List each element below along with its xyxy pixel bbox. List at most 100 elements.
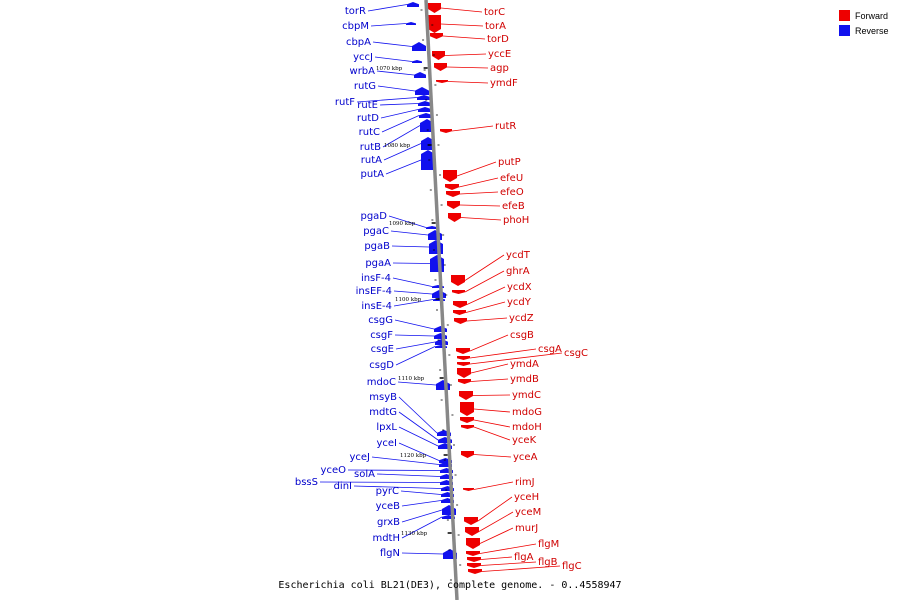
gene-feature-rutb[interactable]	[420, 119, 434, 132]
gene-label-efeu[interactable]: efeU	[500, 173, 523, 184]
gene-label-ycem[interactable]: yceM	[515, 507, 541, 518]
gene-label-rimj[interactable]: rimJ	[515, 477, 535, 488]
gene-label-cbpm[interactable]: cbpM	[342, 21, 369, 32]
gene-label-ycdx[interactable]: ycdX	[507, 282, 532, 293]
gene-label-csgb[interactable]: csgB	[510, 330, 534, 341]
gene-label-csgd[interactable]: csgD	[369, 360, 394, 371]
gene-label-pyrc[interactable]: pyrC	[376, 486, 399, 497]
gene-label-pgab[interactable]: pgaB	[364, 241, 390, 252]
gene-feature-cbpa[interactable]	[412, 42, 426, 51]
gene-label-msyb[interactable]: msyB	[369, 392, 397, 403]
gene-feature-flgm[interactable]	[466, 551, 480, 556]
gene-feature-rutd[interactable]	[418, 107, 432, 112]
gene-label-flgb[interactable]: flgB	[538, 557, 558, 568]
gene-feature-efeu[interactable]	[445, 184, 459, 190]
gene-feature-csgb[interactable]	[456, 348, 470, 354]
gene-label-sola[interactable]: solA	[354, 469, 375, 480]
gene-label-agp[interactable]: agp	[490, 63, 509, 74]
gene-feature-tora[interactable]	[428, 15, 441, 33]
gene-label-pgad[interactable]: pgaD	[360, 211, 387, 222]
gene-feature-csge[interactable]	[435, 339, 448, 345]
gene-label-inse-4[interactable]: insE-4	[361, 301, 392, 312]
gene-feature-pgad[interactable]	[426, 226, 438, 229]
gene-label-torr[interactable]: torR	[345, 6, 366, 17]
gene-label-pgac[interactable]: pgaC	[363, 226, 389, 237]
gene-feature-agp[interactable]	[434, 63, 447, 71]
gene-feature-rutf[interactable]	[417, 95, 431, 100]
gene-label-efeo[interactable]: efeO	[500, 187, 524, 198]
gene-feature-puta[interactable]	[421, 150, 435, 170]
gene-label-ymda[interactable]: ymdA	[510, 359, 539, 370]
gene-label-ycei[interactable]: yceI	[376, 438, 397, 449]
gene-feature-ycea[interactable]	[461, 451, 474, 458]
gene-feature-mdoh[interactable]	[460, 417, 474, 423]
gene-label-ycea[interactable]: yceA	[513, 452, 538, 463]
gene-feature-ycem[interactable]	[465, 527, 479, 536]
gene-feature-ymdf[interactable]	[436, 80, 448, 83]
gene-feature-csgc[interactable]	[457, 362, 470, 366]
gene-feature-ycdx[interactable]	[453, 301, 467, 308]
gene-feature-torc[interactable]	[428, 3, 441, 13]
gene-feature-ycdt[interactable]	[451, 275, 465, 286]
gene-label-dini[interactable]: dinI	[334, 481, 352, 492]
gene-feature-pgaa[interactable]	[430, 255, 444, 272]
gene-feature-phoh[interactable]	[448, 213, 461, 222]
gene-label-lpxl[interactable]: lpxL	[376, 422, 397, 433]
gene-feature-flga[interactable]	[467, 557, 481, 562]
gene-label-rutg[interactable]: rutG	[354, 81, 376, 92]
gene-label-cbpa[interactable]: cbpA	[346, 37, 371, 48]
gene-label-ycek[interactable]: yceK	[512, 435, 537, 446]
gene-label-insf-4[interactable]: insF-4	[361, 273, 391, 284]
gene-label-yceb[interactable]: yceB	[376, 501, 401, 512]
gene-feature-ycdy[interactable]	[453, 310, 466, 315]
gene-label-torc[interactable]: torC	[484, 7, 505, 18]
gene-label-puta[interactable]: putA	[361, 169, 385, 180]
gene-feature-efeo[interactable]	[446, 191, 460, 197]
gene-label-tord[interactable]: torD	[487, 34, 509, 45]
gene-feature-rutg[interactable]	[415, 87, 429, 95]
gene-label-mdoc[interactable]: mdoC	[367, 377, 396, 388]
gene-label-insef-4[interactable]: insEF-4	[356, 286, 392, 297]
gene-feature-torr[interactable]	[407, 2, 419, 7]
gene-label-csge[interactable]: csgE	[371, 344, 394, 355]
gene-feature-ymda[interactable]	[457, 368, 471, 378]
gene-feature-csgg[interactable]	[434, 326, 447, 332]
gene-label-pgaa[interactable]: pgaA	[365, 258, 391, 269]
gene-feature-mdog[interactable]	[460, 402, 474, 416]
gene-feature-insef-4[interactable]	[432, 290, 446, 298]
gene-label-tora[interactable]: torA	[485, 21, 506, 32]
gene-label-efeb[interactable]: efeB	[502, 201, 525, 212]
gene-label-ycdy[interactable]: ycdY	[507, 297, 532, 308]
gene-label-ghra[interactable]: ghrA	[506, 266, 530, 277]
gene-label-rutb[interactable]: rutB	[360, 142, 381, 153]
gene-label-ymdf[interactable]: ymdF	[490, 78, 518, 89]
gene-label-yceh[interactable]: yceH	[514, 492, 539, 503]
gene-feature-ymdc[interactable]	[459, 391, 473, 400]
gene-label-ycdt[interactable]: ycdT	[506, 250, 531, 261]
gene-label-wrba[interactable]: wrbA	[350, 66, 376, 77]
gene-label-rutc[interactable]: rutC	[359, 127, 380, 138]
gene-label-putp[interactable]: putP	[498, 157, 521, 168]
gene-label-grxb[interactable]: grxB	[377, 517, 400, 528]
gene-label-rute[interactable]: rutE	[357, 100, 378, 111]
gene-label-csgc[interactable]: csgC	[564, 348, 588, 359]
gene-feature-putp[interactable]	[443, 170, 457, 182]
gene-label-mdth[interactable]: mdtH	[372, 533, 400, 544]
gene-label-ymdc[interactable]: ymdC	[512, 390, 541, 401]
gene-feature-pgab[interactable]	[429, 240, 443, 254]
gene-label-flgc[interactable]: flgC	[562, 561, 582, 572]
gene-label-yccj[interactable]: yccJ	[353, 52, 373, 63]
gene-feature-rute[interactable]	[418, 101, 432, 106]
gene-label-rutd[interactable]: rutD	[357, 113, 379, 124]
gene-feature-tord[interactable]	[430, 33, 443, 39]
gene-label-flgn[interactable]: flgN	[380, 548, 400, 559]
gene-label-ruta[interactable]: rutA	[361, 155, 382, 166]
gene-feature-rimj[interactable]	[463, 488, 474, 491]
gene-label-phoh[interactable]: phoH	[503, 215, 529, 226]
gene-feature-csga[interactable]	[457, 356, 470, 360]
gene-label-mdog[interactable]: mdoG	[512, 407, 542, 418]
gene-feature-ycek[interactable]	[461, 425, 474, 429]
gene-label-flgm[interactable]: flgM	[538, 539, 559, 550]
gene-feature-ghra[interactable]	[452, 290, 465, 294]
gene-label-mdoh[interactable]: mdoH	[512, 422, 542, 433]
